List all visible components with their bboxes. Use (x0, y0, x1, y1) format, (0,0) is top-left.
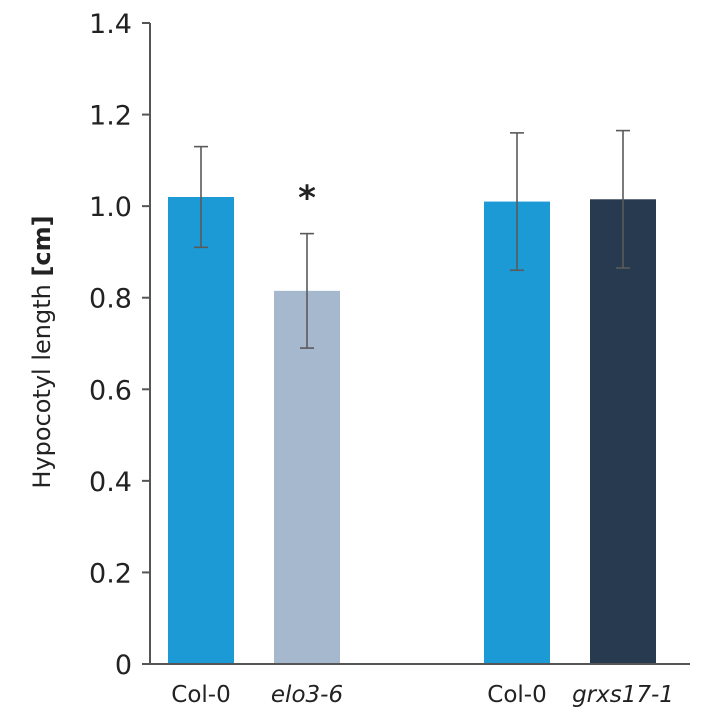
y-tick-label: 0.8 (89, 284, 132, 315)
bar (274, 290, 340, 664)
y-tick-label: 0.2 (89, 558, 132, 589)
x-category-label: grxs17-1 (572, 682, 674, 708)
bar (590, 199, 656, 664)
bar (484, 201, 550, 665)
y-tick-label: 1.2 (89, 101, 132, 132)
y-tick-label: 0.4 (89, 467, 132, 498)
x-category-label: elo3-6 (271, 682, 343, 708)
y-axis-title: Hypocotyl length [cm] (28, 215, 56, 488)
y-axis-title-unit: [cm] (28, 215, 56, 276)
y-tick-label: 1.4 (89, 9, 132, 40)
y-tick-label: 0.6 (89, 375, 132, 406)
y-axis-title-text: Hypocotyl length (28, 277, 56, 489)
bar (168, 196, 234, 664)
y-tick-label: 1.0 (89, 192, 132, 223)
x-category-label: Col-0 (171, 682, 230, 708)
y-tick-label: 0 (115, 650, 132, 681)
significance-asterisk: * (298, 179, 316, 219)
x-category-label: Col-0 (487, 682, 546, 708)
